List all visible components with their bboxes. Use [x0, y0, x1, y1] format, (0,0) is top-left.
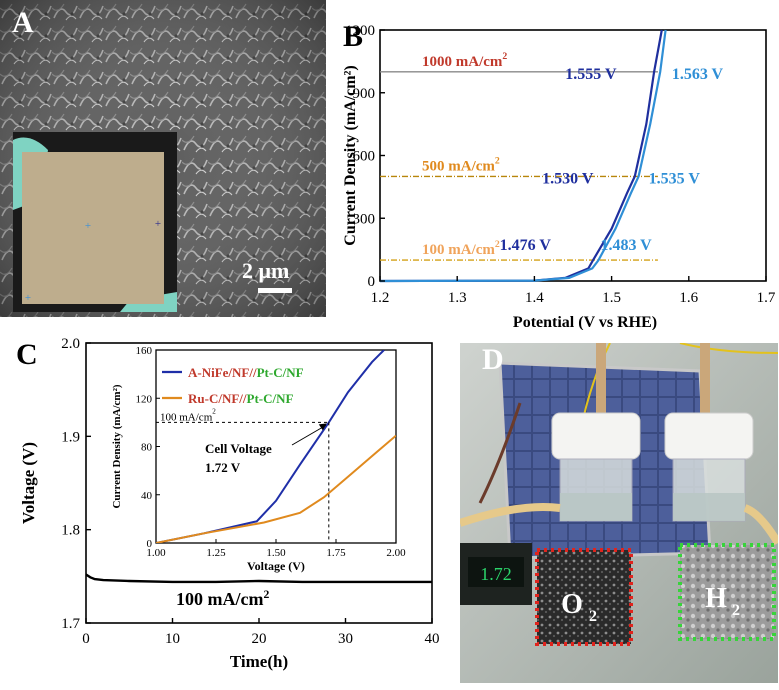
h2-label: H — [705, 583, 727, 614]
cell-voltage-value: 1.72 V — [205, 460, 241, 475]
inset-y-tick-label: 120 — [136, 393, 153, 405]
inset-x-tick-label: 1.75 — [326, 547, 346, 559]
inset-x-axis-title: Voltage (V) — [247, 559, 305, 573]
o2-label: O — [561, 589, 583, 620]
legend-label: Ru-C/NF//Pt-C/NF — [188, 391, 294, 406]
svg-text:+: + — [25, 292, 31, 304]
reference-label: 100 mA/cm2 — [422, 239, 500, 258]
scale-bar — [258, 288, 292, 293]
h2-electrode-inset: H 2 — [678, 543, 776, 641]
y-tick-label: 1200 — [345, 23, 375, 39]
inset-x-tick-label: 2.00 — [386, 547, 406, 559]
arrow-head — [318, 423, 327, 431]
y-tick-label: 0 — [368, 274, 376, 290]
hydrogen-cell — [664, 343, 754, 522]
lsv-curve — [379, 29, 667, 283]
svg-text:+: + — [155, 218, 161, 230]
x-tick-label: 40 — [425, 631, 440, 647]
y-axis-title: Voltage (V) — [19, 442, 38, 524]
panel-label-b: B — [343, 20, 364, 53]
x-tick-label: 1.6 — [679, 290, 698, 306]
inset-y-tick-label: 80 — [141, 442, 153, 454]
current-density-annotation: 100 mA/cm2 — [176, 588, 269, 609]
reference-label: 500 mA/cm2 — [422, 155, 500, 174]
panel-label-d: D — [482, 343, 504, 376]
o2-subscript: 2 — [589, 608, 597, 625]
panel-d-photo: 1.72 O 2 H 2 D — [458, 342, 779, 683]
panel-a-sem-image: + + + 2 μm A — [0, 0, 326, 317]
electrode-photo-inset: + + + — [13, 132, 177, 312]
inset-y-tick-label: 40 — [141, 490, 153, 502]
inset-y-tick-label: 0 — [147, 538, 153, 550]
x-tick-label: 1.4 — [525, 290, 544, 306]
panel-c-chart: 0 10 20 30 40 1.7 1.8 1.9 2.0 Time(h) Voltage (V) 1… — [0, 330, 450, 685]
inset-y-tick-label: 160 — [136, 345, 153, 357]
y-tick-label: 1.8 — [61, 523, 80, 539]
x-axis-title: Time(h) — [230, 652, 288, 671]
cell-voltage-arrow — [291, 424, 327, 446]
y-tick-label: 300 — [353, 211, 376, 227]
potential-annotation: 1.563 V — [672, 66, 724, 83]
scale-bar-label: 2 μm — [242, 258, 289, 283]
water-splitting-setup-photo: 1.72 O 2 H 2 — [458, 342, 779, 683]
inset-curve — [156, 434, 396, 543]
sem-micrograph: + + + 2 μm — [0, 0, 326, 317]
cell-voltage-label: Cell Voltage — [205, 441, 272, 456]
potential-annotation: 1.483 V — [600, 237, 652, 254]
x-tick-label: 1.7 — [757, 290, 776, 306]
x-tick-label: 10 — [165, 631, 180, 647]
potential-annotation: 1.555 V — [565, 66, 617, 83]
reference-label: 1000 mA/cm2 — [422, 51, 507, 70]
inset-x-tick-label: 1.50 — [266, 547, 286, 559]
y-tick-label: 900 — [353, 86, 376, 102]
panel-b-chart: 1000 mA/cm2 500 mA/cm2 100 mA/cm2 1.2 1.3 1.… — [333, 0, 779, 331]
svg-text:+: + — [85, 220, 91, 232]
x-tick-label: 0 — [82, 631, 90, 647]
panel-label-c: C — [16, 338, 38, 371]
inset-y-axis-title: Current Density (mA/cm²) — [111, 384, 123, 508]
x-tick-label: 30 — [338, 631, 353, 647]
x-tick-label: 1.3 — [448, 290, 467, 306]
potential-annotation: 1.530 V — [542, 170, 594, 187]
inset-x-tick-label: 1.00 — [146, 547, 166, 559]
voltmeter-reading: 1.72 — [480, 564, 512, 584]
inset-ref-label: 100 mA/cm2 — [160, 407, 216, 423]
y-tick-label: 600 — [353, 149, 376, 165]
potential-annotation: 1.535 V — [649, 170, 701, 187]
inset-x-tick-label: 1.25 — [206, 547, 226, 559]
voltage-curve — [85, 573, 432, 584]
legend-label: A-NiFe/NF//Pt-C/NF — [188, 365, 304, 380]
panel-label-a: A — [12, 6, 34, 39]
x-tick-label: 20 — [252, 631, 267, 647]
panel-b-plot: 1000 mA/cm2 500 mA/cm2 100 mA/cm2 1.2 1.3 1.… — [342, 23, 776, 331]
voltmeter: 1.72 — [460, 543, 532, 605]
h2-subscript: 2 — [732, 602, 740, 619]
oxygen-cell — [551, 343, 641, 522]
y-axis-title: Current Density (mA/cm²) — [342, 65, 359, 245]
y-tick-label: 1.9 — [61, 429, 80, 445]
y-tick-label: 1.7 — [61, 616, 80, 632]
x-axis-title: Potential (V vs RHE) — [513, 314, 657, 330]
o2-electrode-inset: O 2 — [535, 548, 633, 646]
x-tick-label: 1.2 — [371, 290, 390, 306]
potential-annotation: 1.476 V — [500, 237, 552, 254]
inset-legend: A-NiFe/NF//Pt-C/NF Ru-C/NF//Pt-C/NF — [162, 365, 304, 406]
x-tick-label: 1.5 — [602, 290, 621, 306]
y-tick-label: 2.0 — [61, 336, 80, 352]
